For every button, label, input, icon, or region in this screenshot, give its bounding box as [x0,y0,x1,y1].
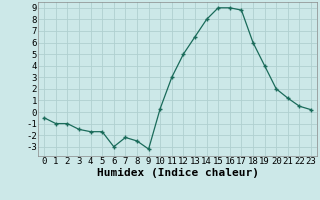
X-axis label: Humidex (Indice chaleur): Humidex (Indice chaleur) [97,168,259,178]
